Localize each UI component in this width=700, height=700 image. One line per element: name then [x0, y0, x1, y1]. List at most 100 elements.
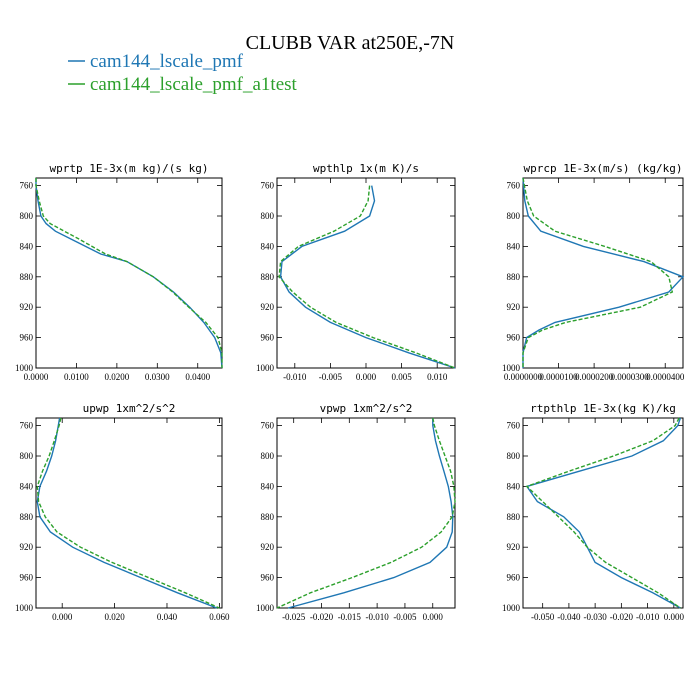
x-tick-label: 0.0300	[145, 372, 170, 382]
y-tick-label: 960	[20, 333, 34, 343]
y-tick-label: 960	[507, 333, 521, 343]
x-tick-label: -0.010	[366, 612, 390, 622]
panel-title: wprtp 1E-3x(m kg)/(s kg)	[50, 162, 209, 175]
plot-frame	[276, 417, 456, 609]
y-tick-label: 760	[261, 421, 275, 431]
y-tick-label: 760	[261, 181, 275, 191]
panel-1: wprtp 1E-3x(m kg)/(s kg) 760 800 840 880 920 9…	[15, 162, 223, 382]
plot-frame	[35, 417, 223, 609]
y-tick-label: 760	[20, 421, 34, 431]
x-tick-label: -0.010	[636, 612, 660, 622]
y-tick-label: 880	[507, 512, 521, 522]
y-tick-label: 920	[507, 542, 521, 552]
x-tick-label: 0.000	[52, 612, 73, 622]
y-tick-label: 800	[261, 211, 275, 221]
y-tick-label: 960	[261, 573, 275, 583]
plot-frame	[276, 177, 456, 369]
series-line-2	[525, 417, 681, 609]
x-tick-label: 0.0400	[185, 372, 210, 382]
y-tick-label: 1000	[256, 363, 275, 373]
x-tick-label: -0.005	[393, 612, 417, 622]
y-tick-label: 880	[261, 512, 275, 522]
series-line-2	[522, 177, 674, 368]
x-tick-label: -0.020	[310, 612, 334, 622]
y-tick-label: 840	[507, 241, 521, 251]
y-tick-label: 960	[507, 573, 521, 583]
x-tick-label: -0.040	[557, 612, 581, 622]
series-line-1	[287, 418, 454, 609]
x-tick-label: 0.060	[209, 612, 230, 622]
y-tick-label: 920	[507, 302, 521, 312]
y-tick-label: 800	[507, 211, 521, 221]
x-tick-label: 0.010	[427, 372, 448, 382]
series-line-2	[278, 185, 456, 369]
x-tick-label: 0.000	[664, 612, 685, 622]
x-tick-label: -0.025	[282, 612, 306, 622]
legend-label-series-2: cam144_lscale_pmf_a1test	[90, 74, 298, 95]
legend-label-series-1: cam144_lscale_pmf	[90, 51, 244, 72]
x-tick-label: -0.010	[283, 372, 307, 382]
y-tick-label: 1000	[502, 363, 521, 373]
x-tick-label: -0.020	[610, 612, 634, 622]
panels: wprtp 1E-3x(m kg)/(s kg) 760 800 840 880 920 9…	[15, 162, 685, 622]
x-tick-label: 0.000	[356, 372, 377, 382]
x-tick-label: 0.000	[423, 612, 444, 622]
y-tick-label: 920	[20, 302, 34, 312]
panel-title: vpwp 1xm^2/s^2	[320, 402, 413, 415]
panel-6: rtpthlp 1E-3x(kg K)/kg 760 800 840 880 920 960…	[502, 402, 684, 622]
y-tick-label: 800	[20, 211, 34, 221]
y-tick-label: 760	[20, 181, 34, 191]
y-tick-label: 800	[261, 451, 275, 461]
y-tick-label: 880	[20, 272, 34, 282]
y-tick-label: 800	[507, 451, 521, 461]
series-line-2	[36, 417, 220, 609]
y-tick-label: 960	[20, 573, 34, 583]
series-line-2	[276, 417, 456, 609]
y-tick-label: 760	[507, 181, 521, 191]
panel-title: upwp 1xm^2/s^2	[83, 402, 176, 415]
series-line-1	[35, 178, 223, 369]
x-tick-label: -0.015	[338, 612, 362, 622]
y-tick-label: 840	[20, 481, 34, 491]
series-line-1	[36, 417, 218, 609]
x-tick-label: 0.0000300	[611, 372, 650, 382]
y-tick-label: 1000	[256, 603, 275, 613]
x-tick-label: 0.0000200	[575, 372, 614, 382]
y-tick-label: 1000	[15, 603, 34, 613]
y-tick-label: 840	[261, 241, 275, 251]
y-tick-label: 920	[20, 542, 34, 552]
y-tick-label: 880	[20, 512, 34, 522]
panel-title: rtpthlp 1E-3x(kg K)/kg	[530, 402, 676, 415]
plot-frame	[522, 177, 684, 369]
y-tick-label: 880	[261, 272, 275, 282]
x-tick-label: 0.020	[104, 612, 125, 622]
y-tick-label: 800	[20, 451, 34, 461]
panel-5: vpwp 1xm^2/s^2 760 800 840 880 920 960 1000 -0.0…	[256, 402, 456, 622]
y-tick-label: 1000	[15, 363, 34, 373]
x-tick-label: -0.030	[584, 612, 608, 622]
y-tick-label: 920	[261, 542, 275, 552]
y-tick-label: 840	[507, 481, 521, 491]
series-line-1	[522, 177, 685, 368]
y-tick-label: 880	[507, 272, 521, 282]
x-tick-label: 0.0100	[64, 372, 89, 382]
panel-3: wprcp 1E-3x(m/s) (kg/kg)760 800 840 880 920 9…	[502, 162, 685, 382]
plot-frame	[522, 417, 684, 609]
y-tick-label: 960	[261, 333, 275, 343]
y-tick-label: 840	[20, 241, 34, 251]
x-tick-label: 0.040	[157, 612, 178, 622]
panel-4: upwp 1xm^2/s^2 760 800 840 880 920 960 1000 0.00…	[15, 402, 230, 622]
x-tick-label: 0.0000	[24, 372, 49, 382]
x-tick-label: 0.005	[391, 372, 412, 382]
panel-title: wprcp 1E-3x(m/s) (kg/kg)	[524, 162, 683, 175]
panel-2: wpthlp 1x(m K)/s 760 800 840 880 920 960 1000 -0…	[256, 162, 456, 382]
x-tick-label: -0.050	[531, 612, 555, 622]
x-tick-label: 0.0000100	[539, 372, 578, 382]
x-tick-label: 0.0200	[104, 372, 129, 382]
x-tick-label: 0.0000400	[646, 372, 685, 382]
y-tick-label: 1000	[502, 603, 521, 613]
legend: cam144_lscale_pmf cam144_lscale_pmf_a1te…	[68, 51, 298, 95]
figure-title: CLUBB VAR at250E,-7N	[246, 32, 455, 54]
x-tick-label: -0.005	[319, 372, 343, 382]
